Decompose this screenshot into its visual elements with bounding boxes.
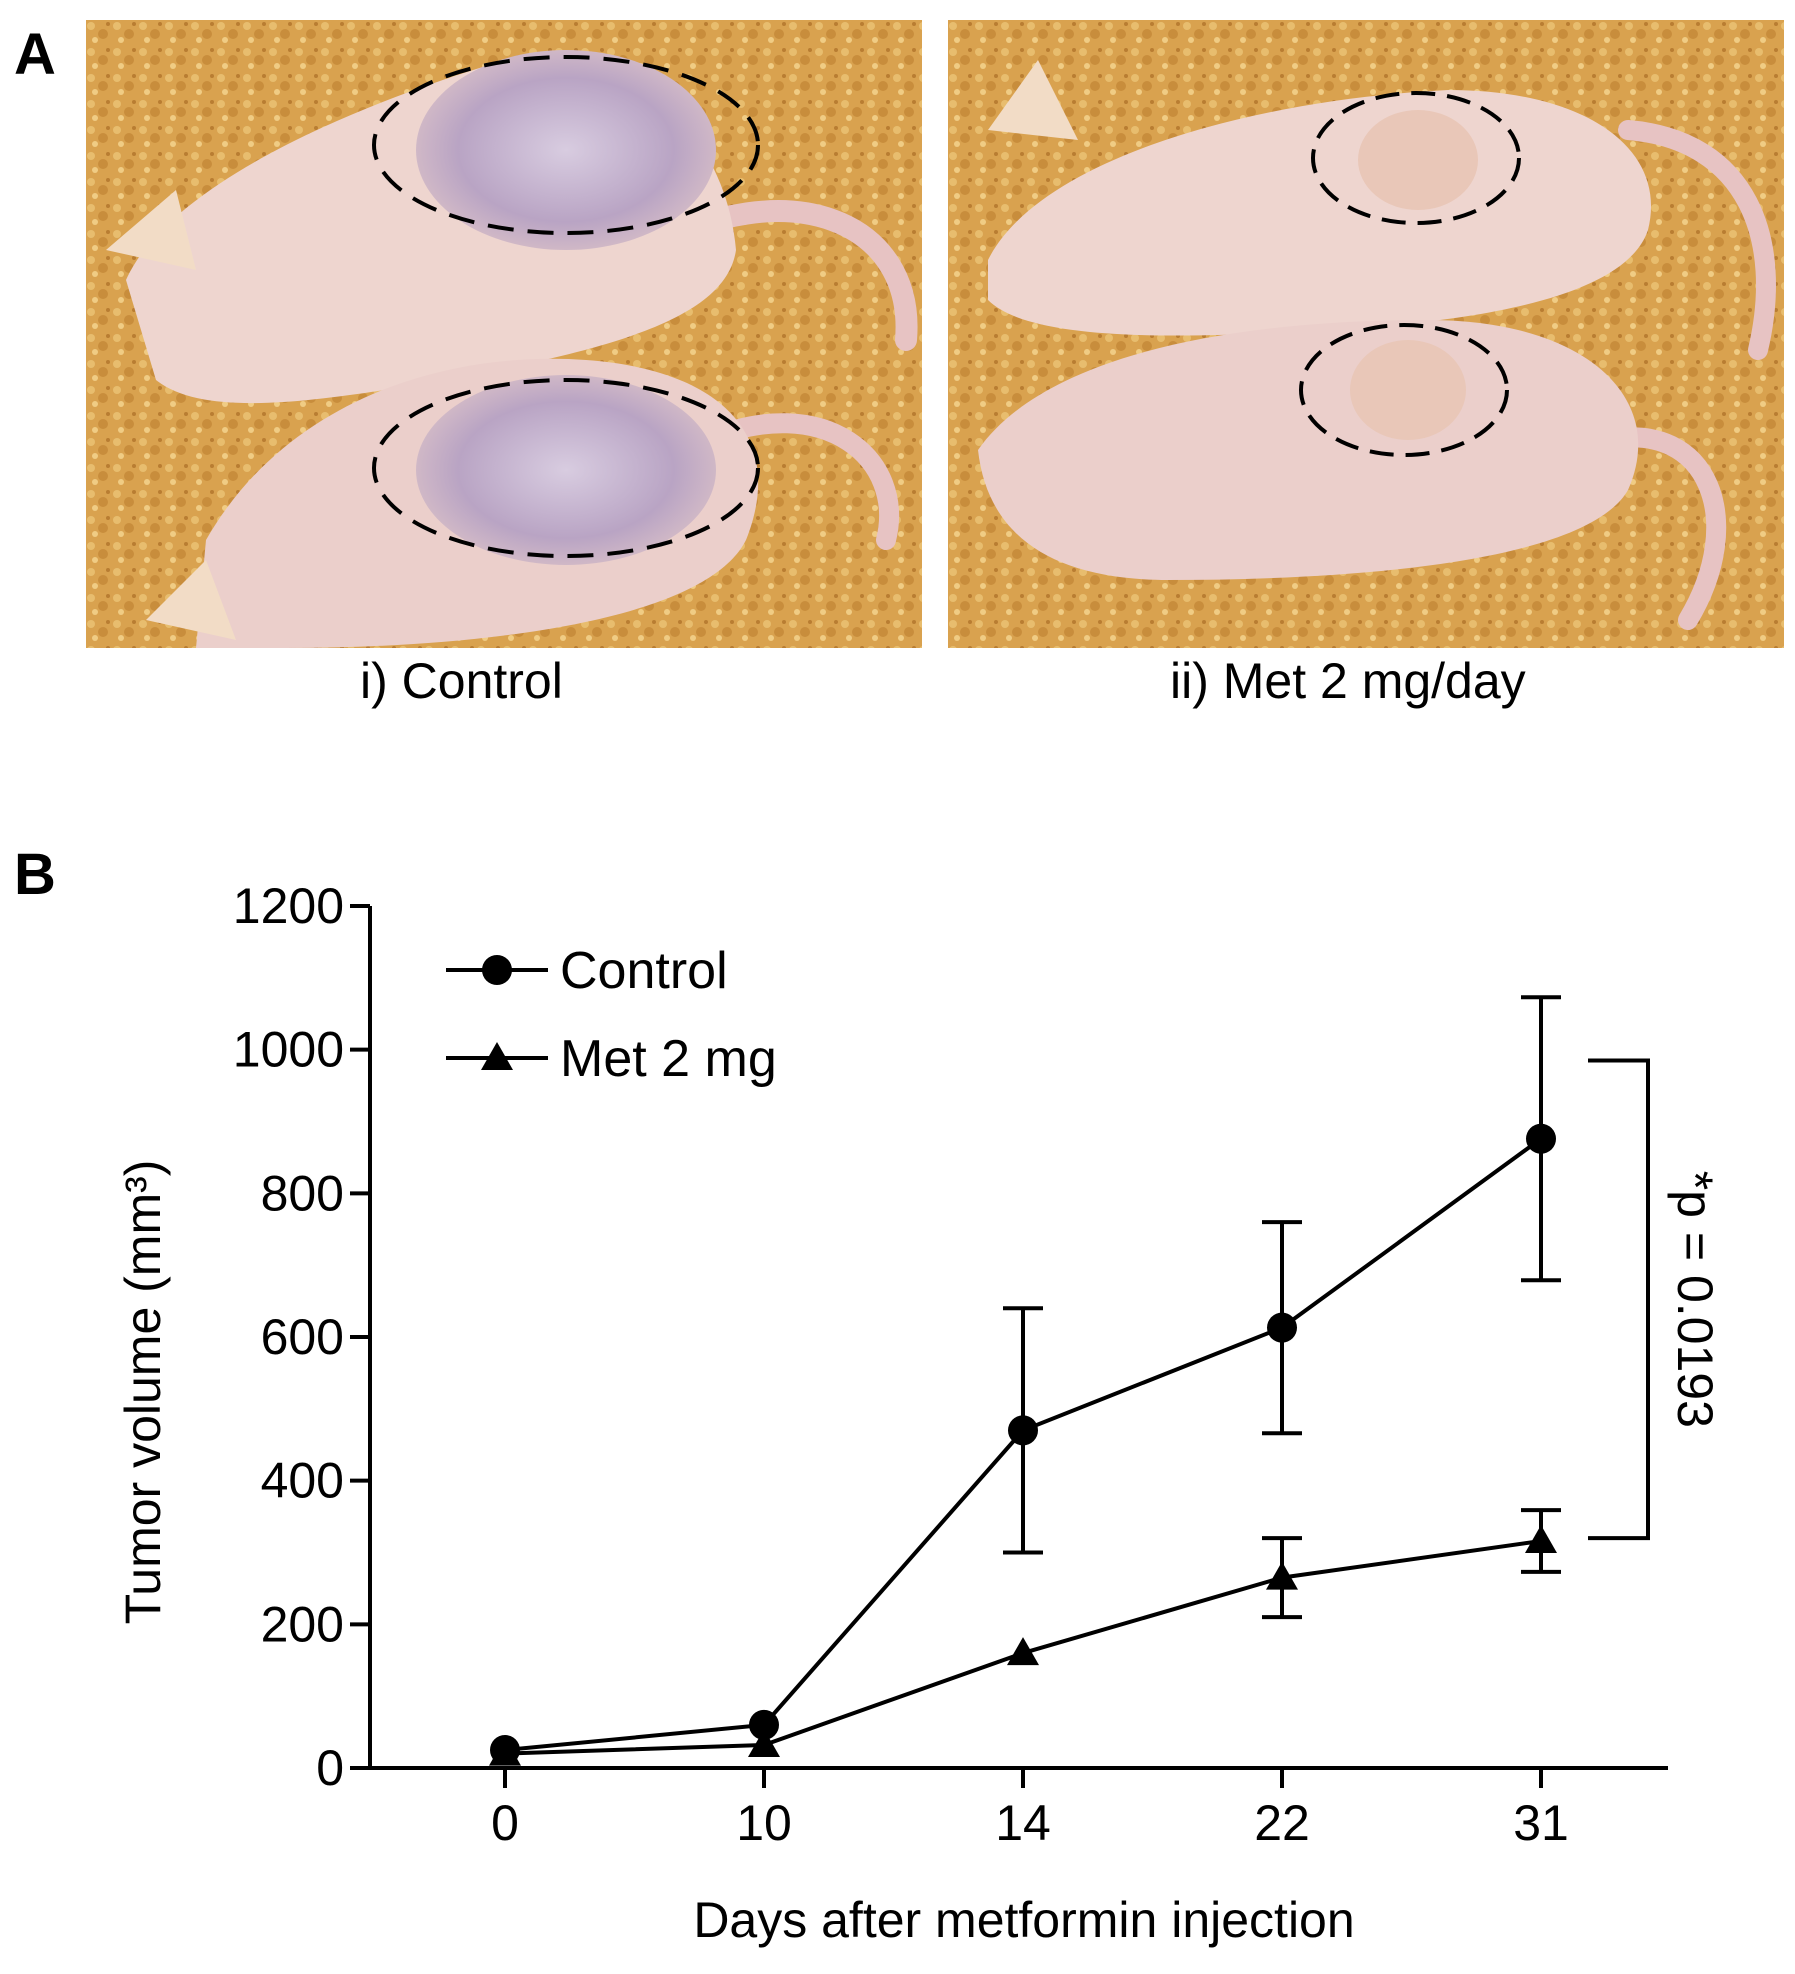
data-point <box>1525 1525 1557 1554</box>
y-tick-label: 0 <box>316 1740 344 1796</box>
x-tick-label: 31 <box>1513 1795 1569 1851</box>
legend-marker <box>482 955 512 985</box>
significance-annotation: *p = 0.0193 <box>1588 1058 1723 1541</box>
chart-series <box>489 995 1561 1766</box>
series-met-2-mg <box>489 1508 1561 1766</box>
x-tick-label: 0 <box>491 1795 519 1851</box>
y-tick-label: 800 <box>261 1165 344 1221</box>
y-axis-label: Tumor volume (mm³) <box>115 1160 171 1625</box>
data-point <box>1007 1637 1039 1666</box>
data-point <box>1267 1312 1297 1343</box>
legend-entry: Control <box>446 942 728 1000</box>
x-axis-label: Days after metformin injection <box>693 1892 1354 1948</box>
panel-a-label: A <box>14 22 56 87</box>
data-point <box>748 1729 780 1758</box>
x-tick-label: 14 <box>995 1795 1051 1851</box>
control-caption: i) Control <box>360 653 563 709</box>
legend-entry: Met 2 mg <box>446 1030 777 1088</box>
metformin-mice-photo <box>948 20 1784 648</box>
x-tick-label: 22 <box>1254 1795 1310 1851</box>
legend-marker <box>481 1042 513 1070</box>
y-tick-label: 1000 <box>233 1022 344 1078</box>
data-point <box>749 1709 779 1740</box>
y-tick-label: 1200 <box>233 878 344 934</box>
tumor-volume-chart: 0 200 400 600 800 1000 1200 0 10 14 22 31 Control Me… <box>115 878 1723 1948</box>
y-tick-label: 400 <box>261 1453 344 1509</box>
chart-axes: 0 200 400 600 800 1000 1200 0 10 14 22 31 <box>233 878 1668 1851</box>
y-tick-label: 600 <box>261 1309 344 1365</box>
control-mice-photo <box>86 20 922 648</box>
metformin-caption: ii) Met 2 mg/day <box>1170 653 1526 709</box>
legend-label: Control <box>560 942 728 1000</box>
significance-bracket <box>1588 1058 1650 1541</box>
y-tick-label: 200 <box>261 1596 344 1652</box>
data-point <box>1526 1123 1556 1154</box>
x-tick-label: 10 <box>736 1795 792 1851</box>
legend-label: Met 2 mg <box>560 1030 777 1088</box>
chart-legend: Control Met 2 mg <box>446 942 777 1088</box>
data-point <box>1266 1561 1298 1590</box>
data-point <box>1008 1415 1038 1446</box>
panel-b-label: B <box>14 842 56 907</box>
significance-label: *p = 0.0193 <box>1667 1171 1723 1428</box>
data-point <box>489 1737 521 1766</box>
